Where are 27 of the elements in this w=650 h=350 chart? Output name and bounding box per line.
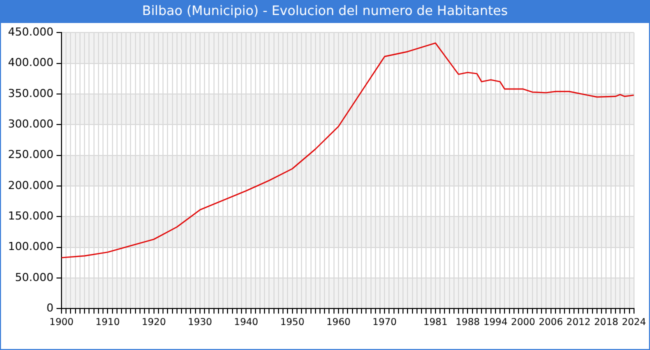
y-tick-label: 100.000 xyxy=(8,240,54,254)
x-tick-label: 1950 xyxy=(280,316,304,328)
y-tick-label: 0 xyxy=(46,301,54,314)
y-tick-label: 400.000 xyxy=(8,56,54,70)
x-tick-label: 2006 xyxy=(538,316,563,328)
y-tick-label: 50.000 xyxy=(14,270,54,284)
y-tick-label: 350.000 xyxy=(8,86,54,100)
x-tick-label: 1970 xyxy=(372,316,397,328)
y-tick-label: 450.000 xyxy=(8,25,54,38)
chart-title: Bilbao (Municipio) - Evolucion del numero de Habitantes xyxy=(1,1,649,23)
x-tick-label: 2018 xyxy=(594,316,618,328)
x-tick-label: 1981 xyxy=(423,316,448,328)
x-tick-label: 2000 xyxy=(511,316,536,328)
y-tick-label: 200.000 xyxy=(8,178,54,192)
x-tick-label: 1900 xyxy=(49,316,74,328)
x-tick-label: 1988 xyxy=(456,316,480,328)
x-tick-label: 1994 xyxy=(483,316,508,328)
y-tick-label: 300.000 xyxy=(8,117,54,130)
x-tick-label: 1920 xyxy=(142,316,166,328)
x-tick-label: 2024 xyxy=(622,316,646,328)
x-tick-label: 2012 xyxy=(566,316,591,328)
x-tick-label: 1910 xyxy=(96,316,120,328)
x-tick-label: 1930 xyxy=(188,316,212,328)
y-tick-label: 250.000 xyxy=(8,148,54,162)
x-tick-label: 1960 xyxy=(326,316,351,328)
y-tick-label: 150.000 xyxy=(8,209,54,222)
x-tick-label: 1940 xyxy=(234,316,258,328)
